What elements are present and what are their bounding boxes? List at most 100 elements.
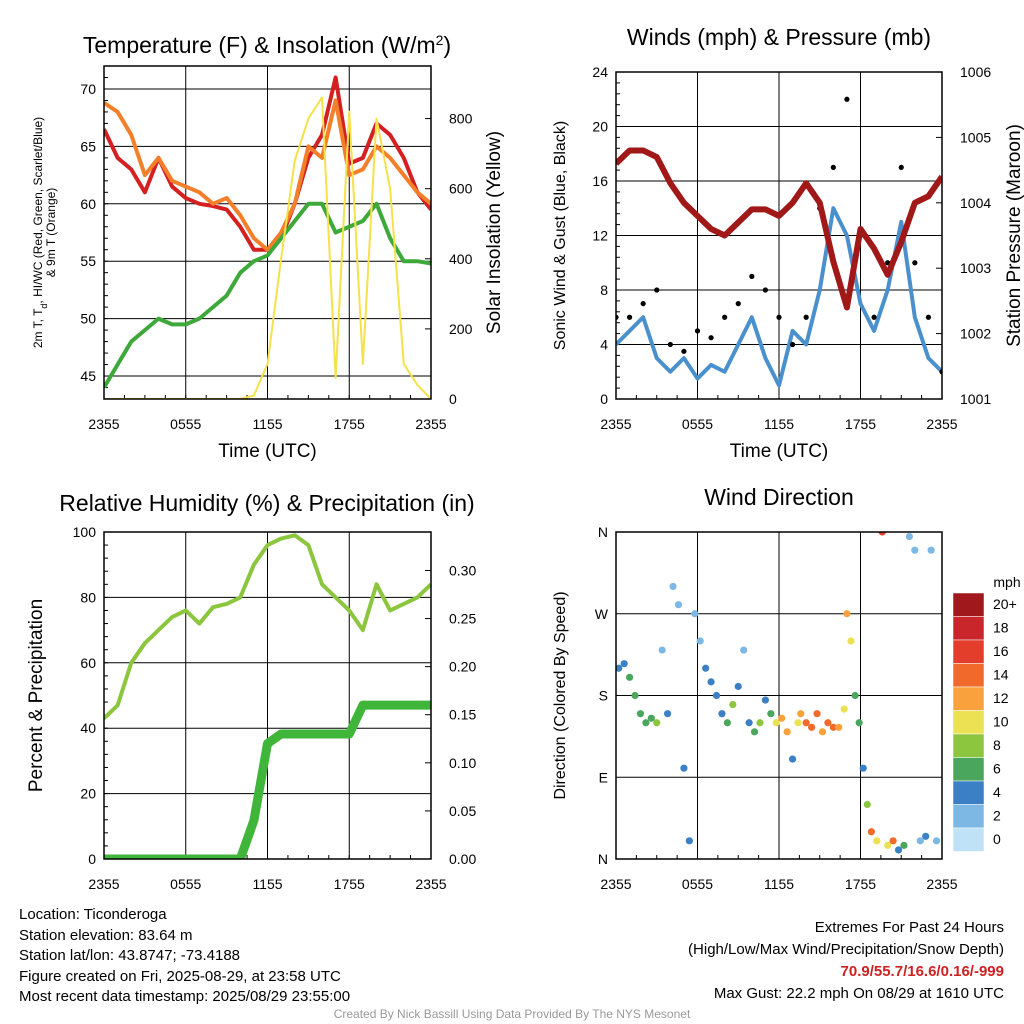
direction-point (625, 673, 634, 681)
direction-point (691, 610, 699, 618)
x-tick-label: 2355 (415, 416, 446, 432)
direction-point (855, 719, 863, 727)
x-tick-label: 2355 (88, 876, 119, 892)
legend-label: 4 (993, 784, 1001, 800)
direction-point (761, 696, 770, 704)
y2-tick-label: 1005 (960, 129, 991, 145)
legend-label: 12 (993, 690, 1009, 706)
y-axis-label: Sonic Wind & Gust (Blue, Black) (552, 121, 569, 350)
plot-area (104, 533, 431, 859)
direction-point (824, 719, 832, 727)
legend-label: 6 (993, 761, 1001, 777)
gust-point (626, 314, 633, 320)
direction-point (829, 723, 837, 731)
station-elevation: Station elevation: 83.64 m (19, 926, 193, 944)
y2-tick-label: 0.30 (449, 562, 476, 578)
rh-line (104, 533, 431, 720)
x-tick-label: 0555 (682, 416, 713, 432)
legend-label: 14 (993, 667, 1009, 683)
direction-point (740, 646, 748, 654)
gust-point (749, 273, 755, 279)
y-tick-label: 80 (80, 589, 96, 605)
dewpoint-line (104, 201, 431, 389)
direction-point (636, 710, 645, 718)
direction-point (680, 764, 688, 772)
legend-title: mph (993, 574, 1020, 590)
direction-point (818, 728, 827, 736)
x-axis-label: Time (UTC) (730, 441, 829, 462)
direction-point (835, 723, 843, 731)
y2-tick-label: 1004 (960, 195, 991, 211)
direction-point (734, 682, 742, 691)
direction-point (718, 710, 726, 718)
legend-swatch (952, 733, 985, 758)
chart-title: Winds (mph) & Pressure (mb) (627, 24, 931, 50)
gust-point (708, 335, 714, 341)
legend-swatch (952, 639, 985, 664)
direction-point (616, 664, 623, 672)
x-tick-label: 2355 (88, 416, 119, 432)
direction-point (932, 837, 941, 845)
plot-frame (615, 71, 943, 400)
gust-point (762, 287, 769, 293)
y2-tick-label: 0 (449, 391, 457, 407)
direction-point (756, 719, 764, 727)
y-tick-label: 8 (600, 282, 608, 298)
gust-point (898, 164, 904, 170)
plot-frame (103, 531, 432, 860)
precip-line (104, 700, 431, 859)
direction-point (859, 764, 867, 772)
y-tick-label: 65 (80, 138, 96, 154)
direction-point (783, 728, 791, 736)
direction-point (647, 714, 655, 722)
chart-title-superscript: 2 (436, 32, 444, 48)
y-tick-label: 40 (80, 720, 96, 736)
y-tick-label: 20 (592, 119, 608, 135)
y-axis-label-rest: , HI/WC (Red, Green, Scarlet/Blue) (31, 117, 45, 304)
legend-label: 20+ (993, 596, 1017, 612)
y2-tick-label: 800 (449, 111, 473, 127)
direction-point (922, 832, 930, 840)
y2-tick-label: 1003 (960, 260, 991, 276)
x-tick-label: 1755 (845, 416, 876, 432)
direction-point (873, 837, 881, 845)
direction-point (767, 710, 775, 718)
gust-point (925, 314, 932, 320)
direction-point (884, 841, 892, 849)
direction-point (696, 637, 704, 645)
y-tick-label: 70 (80, 81, 96, 97)
legend-swatch (952, 827, 985, 852)
insolation-line (104, 96, 431, 399)
plot-area (616, 532, 941, 854)
legend-swatch (952, 710, 985, 735)
x-tick-label: 1155 (252, 876, 282, 892)
gust-point (830, 164, 836, 170)
legend-label: 10 (993, 714, 1009, 730)
direction-point (863, 800, 871, 809)
legend-label: 8 (993, 737, 1001, 753)
credit-line: Created By Nick Bassill Using Data Provi… (333, 1007, 691, 1021)
y-tick-label: 60 (80, 196, 96, 212)
y-tick-label: 45 (80, 368, 96, 384)
y-tick-label: S (599, 688, 608, 704)
direction-point (674, 601, 683, 609)
y-tick-label: W (595, 606, 609, 622)
direction-point (788, 755, 797, 763)
y2-tick-label: 1006 (960, 64, 991, 80)
y-tick-label: N (598, 524, 608, 540)
y2-tick-label: 1002 (960, 326, 991, 342)
legend-label: 0 (993, 831, 1001, 847)
direction-point (900, 841, 908, 849)
y-tick-label: 55 (80, 253, 96, 269)
direction-point (867, 828, 875, 836)
plot-area (616, 96, 942, 388)
y-axis-label: Percent & Precipitation (26, 599, 47, 792)
direction-point (712, 691, 721, 700)
gust-point (654, 287, 660, 293)
direction-point (794, 719, 802, 727)
y-tick-label: 4 (600, 337, 608, 353)
direction-point (813, 710, 821, 718)
x-tick-label: 2355 (926, 876, 957, 892)
direction-point (802, 719, 810, 727)
x-tick-label: 1755 (334, 876, 365, 892)
